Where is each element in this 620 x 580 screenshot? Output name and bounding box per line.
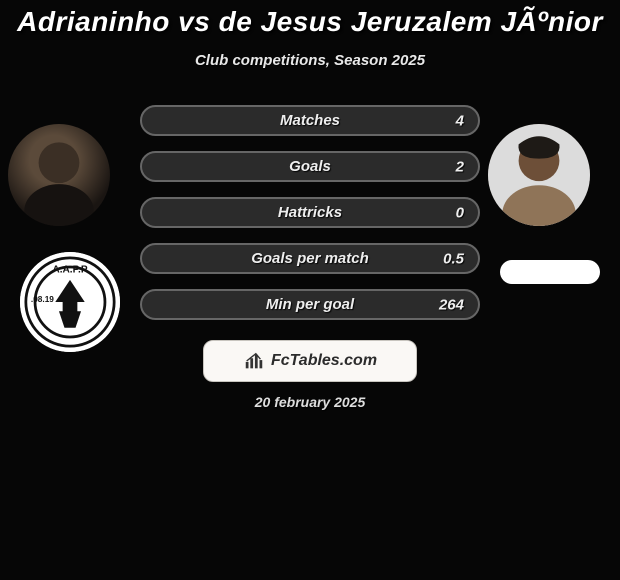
stats-list: Matches 4 Goals 2 Hattricks 0 Goals per … — [140, 105, 480, 320]
subtitle: Club competitions, Season 2025 — [0, 52, 620, 69]
stat-value: 2 — [456, 158, 464, 175]
stat-value: 0.5 — [443, 250, 464, 267]
page-title: Adrianinho vs de Jesus Jeruzalem JÃºnior — [0, 0, 620, 38]
stat-label: Matches — [280, 112, 340, 129]
stat-label: Min per goal — [266, 296, 354, 313]
stat-row-matches: Matches 4 — [140, 105, 480, 136]
chart-icon — [243, 350, 265, 372]
stat-row-goals: Goals 2 — [140, 151, 480, 182]
club-left-crest: A.A.P.P .08.19 — [20, 252, 120, 352]
club-left-crest-text-top: A.A.P.P — [52, 265, 87, 276]
source-badge: FcTables.com — [203, 340, 417, 382]
stat-row-min-per-goal: Min per goal 264 — [140, 289, 480, 320]
stat-value: 264 — [439, 296, 464, 313]
club-right-crest — [500, 260, 600, 284]
player-left-silhouette-icon — [8, 124, 110, 226]
stat-row-goals-per-match: Goals per match 0.5 — [140, 243, 480, 274]
stat-row-hattricks: Hattricks 0 — [140, 197, 480, 228]
player-right-avatar — [488, 124, 590, 226]
stat-value: 0 — [456, 204, 464, 221]
club-left-crest-icon: A.A.P.P .08.19 — [24, 256, 116, 348]
source-brand: FcTables.com — [271, 352, 377, 370]
club-left-crest-text-side: .08.19 — [31, 295, 54, 304]
comparison-card: Adrianinho vs de Jesus Jeruzalem JÃºnior… — [0, 0, 620, 580]
footer-date: 20 february 2025 — [0, 394, 620, 410]
stat-label: Goals — [289, 158, 331, 175]
player-right-silhouette-icon — [488, 124, 590, 226]
player-left-avatar — [8, 124, 110, 226]
stat-label: Goals per match — [251, 250, 369, 267]
stat-label: Hattricks — [278, 204, 342, 221]
stat-value: 4 — [456, 112, 464, 129]
